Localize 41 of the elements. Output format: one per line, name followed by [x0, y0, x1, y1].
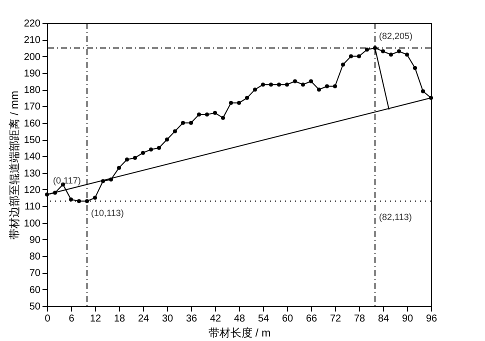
y-tick-label: 90 [29, 234, 41, 246]
y-tick-label: 120 [24, 184, 41, 196]
y-tick-label: 180 [24, 85, 41, 96]
annotation: (82,205) [379, 30, 413, 41]
annotation: (82,113) [379, 212, 412, 222]
x-tick-label: 48 [234, 314, 246, 324]
x-axis-title: 带材长度 / m [208, 326, 271, 340]
y-tick-label: 220 [24, 18, 41, 30]
y-tick-label: 70 [29, 268, 41, 280]
x-tick-label: 78 [354, 314, 366, 324]
y-tick-label: 150 [24, 135, 41, 146]
x-tick-label: 30 [162, 314, 174, 324]
x-tick-label: 96 [426, 314, 438, 324]
x-tick-label: 36 [186, 314, 198, 324]
y-tick-label: 80 [29, 252, 41, 263]
x-tick-label: 72 [330, 314, 342, 324]
y-tick-label: 200 [24, 52, 41, 63]
annotation: (10,113) [91, 208, 124, 218]
y-tick-label: 190 [24, 68, 41, 80]
x-tick-label: 18 [114, 314, 126, 324]
x-tick-label: 42 [210, 314, 222, 324]
x-tick-label: 66 [306, 314, 318, 324]
y-axis-title: 带材边部至辊道端部距离 / mm [8, 90, 21, 240]
y-tick-label: 130 [24, 168, 41, 180]
x-tick-label: 12 [90, 314, 102, 324]
y-tick-label: 170 [24, 102, 41, 113]
y-tick-label: 100 [24, 218, 41, 230]
y-tick-label: 50 [29, 302, 41, 312]
x-tick-label: 0 [44, 314, 51, 324]
y-tick-label: 210 [24, 35, 41, 46]
x-tick-label: 84 [378, 314, 390, 324]
annotation: (0,117) [53, 175, 81, 186]
y-tick-label: 60 [29, 284, 41, 296]
x-tick-label: 54 [258, 314, 270, 324]
y-tick-label: 160 [24, 118, 41, 130]
x-tick-label: 24 [138, 314, 150, 324]
x-tick-label: 6 [68, 314, 75, 324]
y-tick-label: 110 [24, 202, 41, 213]
x-tick-label: 60 [282, 314, 294, 324]
y-tick-label: 140 [24, 152, 41, 163]
x-tick-label: 90 [402, 314, 414, 324]
